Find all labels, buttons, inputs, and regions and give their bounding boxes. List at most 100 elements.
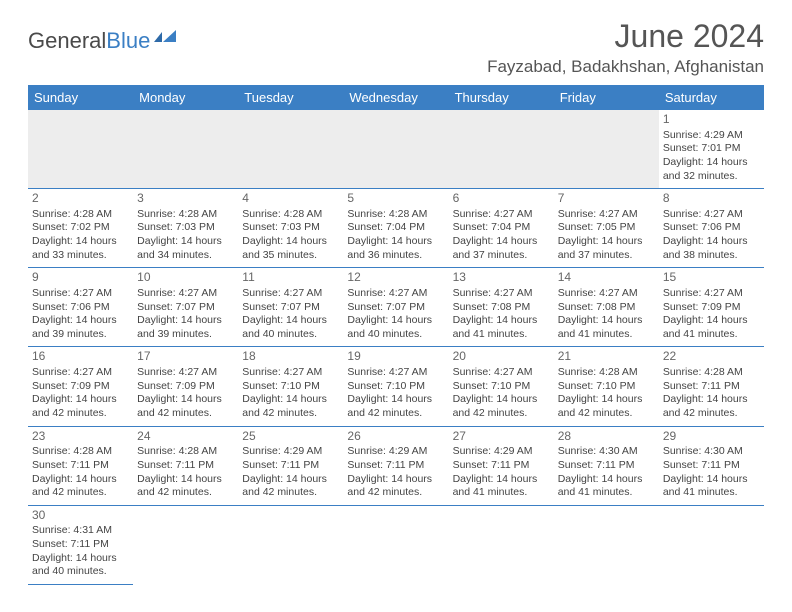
- calendar-cell: 22Sunrise: 4:28 AMSunset: 7:11 PMDayligh…: [659, 347, 764, 426]
- brand-part2: Blue: [106, 28, 150, 54]
- sunrise-line: Sunrise: 4:27 AM: [347, 287, 444, 301]
- sunset-line: Sunset: 7:07 PM: [347, 301, 444, 315]
- sunrise-line: Sunrise: 4:27 AM: [242, 366, 339, 380]
- day-header: Wednesday: [343, 85, 448, 110]
- day-number: 1: [663, 112, 760, 128]
- day-number: 22: [663, 349, 760, 365]
- sunset-line: Sunset: 7:07 PM: [242, 301, 339, 315]
- header: GeneralBlue June 2024 Fayzabad, Badakhsh…: [28, 18, 764, 77]
- calendar-cell: 18Sunrise: 4:27 AMSunset: 7:10 PMDayligh…: [238, 347, 343, 426]
- sunrise-line: Sunrise: 4:27 AM: [453, 287, 550, 301]
- day-header: Saturday: [659, 85, 764, 110]
- sunrise-line: Sunrise: 4:27 AM: [663, 287, 760, 301]
- sunset-line: Sunset: 7:06 PM: [32, 301, 129, 315]
- calendar-cell: [343, 110, 448, 189]
- calendar-cell: 3Sunrise: 4:28 AMSunset: 7:03 PMDaylight…: [133, 189, 238, 268]
- daylight-line: Daylight: 14 hours and 42 minutes.: [32, 393, 129, 420]
- calendar-cell: [133, 505, 238, 584]
- calendar-cell: [554, 505, 659, 584]
- brand-logo: GeneralBlue: [28, 28, 180, 54]
- daylight-line: Daylight: 14 hours and 38 minutes.: [663, 235, 760, 262]
- calendar-cell: 1Sunrise: 4:29 AMSunset: 7:01 PMDaylight…: [659, 110, 764, 189]
- sunset-line: Sunset: 7:11 PM: [347, 459, 444, 473]
- calendar-cell: [133, 110, 238, 189]
- day-number: 4: [242, 191, 339, 207]
- calendar-cell: 7Sunrise: 4:27 AMSunset: 7:05 PMDaylight…: [554, 189, 659, 268]
- day-number: 15: [663, 270, 760, 286]
- sunset-line: Sunset: 7:11 PM: [663, 459, 760, 473]
- daylight-line: Daylight: 14 hours and 36 minutes.: [347, 235, 444, 262]
- day-number: 2: [32, 191, 129, 207]
- day-number: 21: [558, 349, 655, 365]
- sunset-line: Sunset: 7:11 PM: [663, 380, 760, 394]
- daylight-line: Daylight: 14 hours and 41 minutes.: [558, 314, 655, 341]
- sunrise-line: Sunrise: 4:30 AM: [663, 445, 760, 459]
- calendar-week: 1Sunrise: 4:29 AMSunset: 7:01 PMDaylight…: [28, 110, 764, 189]
- calendar-cell: 24Sunrise: 4:28 AMSunset: 7:11 PMDayligh…: [133, 426, 238, 505]
- daylight-line: Daylight: 14 hours and 32 minutes.: [663, 156, 760, 183]
- daylight-line: Daylight: 14 hours and 42 minutes.: [32, 473, 129, 500]
- calendar-cell: 12Sunrise: 4:27 AMSunset: 7:07 PMDayligh…: [343, 268, 448, 347]
- day-number: 19: [347, 349, 444, 365]
- calendar-cell: 26Sunrise: 4:29 AMSunset: 7:11 PMDayligh…: [343, 426, 448, 505]
- daylight-line: Daylight: 14 hours and 42 minutes.: [558, 393, 655, 420]
- calendar-cell: 2Sunrise: 4:28 AMSunset: 7:02 PMDaylight…: [28, 189, 133, 268]
- calendar-cell: 8Sunrise: 4:27 AMSunset: 7:06 PMDaylight…: [659, 189, 764, 268]
- calendar-table: SundayMondayTuesdayWednesdayThursdayFrid…: [28, 85, 764, 585]
- sunrise-line: Sunrise: 4:29 AM: [663, 129, 760, 143]
- calendar-cell: 6Sunrise: 4:27 AMSunset: 7:04 PMDaylight…: [449, 189, 554, 268]
- daylight-line: Daylight: 14 hours and 41 minutes.: [663, 314, 760, 341]
- sunset-line: Sunset: 7:04 PM: [347, 221, 444, 235]
- sunset-line: Sunset: 7:07 PM: [137, 301, 234, 315]
- calendar-cell: [659, 505, 764, 584]
- daylight-line: Daylight: 14 hours and 35 minutes.: [242, 235, 339, 262]
- day-number: 3: [137, 191, 234, 207]
- calendar-cell: 23Sunrise: 4:28 AMSunset: 7:11 PMDayligh…: [28, 426, 133, 505]
- calendar-cell: 21Sunrise: 4:28 AMSunset: 7:10 PMDayligh…: [554, 347, 659, 426]
- calendar-cell: [28, 110, 133, 189]
- sunset-line: Sunset: 7:10 PM: [347, 380, 444, 394]
- sunrise-line: Sunrise: 4:27 AM: [453, 366, 550, 380]
- daylight-line: Daylight: 14 hours and 34 minutes.: [137, 235, 234, 262]
- sunset-line: Sunset: 7:11 PM: [242, 459, 339, 473]
- calendar-cell: 15Sunrise: 4:27 AMSunset: 7:09 PMDayligh…: [659, 268, 764, 347]
- sunrise-line: Sunrise: 4:27 AM: [558, 287, 655, 301]
- day-number: 11: [242, 270, 339, 286]
- sunset-line: Sunset: 7:11 PM: [32, 538, 129, 552]
- sunrise-line: Sunrise: 4:28 AM: [347, 208, 444, 222]
- calendar-cell: 14Sunrise: 4:27 AMSunset: 7:08 PMDayligh…: [554, 268, 659, 347]
- sunrise-line: Sunrise: 4:27 AM: [137, 287, 234, 301]
- calendar-body: 1Sunrise: 4:29 AMSunset: 7:01 PMDaylight…: [28, 110, 764, 584]
- daylight-line: Daylight: 14 hours and 42 minutes.: [242, 393, 339, 420]
- sunrise-line: Sunrise: 4:27 AM: [347, 366, 444, 380]
- sunrise-line: Sunrise: 4:27 AM: [453, 208, 550, 222]
- daylight-line: Daylight: 14 hours and 42 minutes.: [137, 393, 234, 420]
- sunrise-line: Sunrise: 4:31 AM: [32, 524, 129, 538]
- sunrise-line: Sunrise: 4:27 AM: [32, 366, 129, 380]
- sunset-line: Sunset: 7:05 PM: [558, 221, 655, 235]
- day-number: 13: [453, 270, 550, 286]
- day-number: 27: [453, 429, 550, 445]
- day-number: 29: [663, 429, 760, 445]
- calendar-cell: 25Sunrise: 4:29 AMSunset: 7:11 PMDayligh…: [238, 426, 343, 505]
- calendar-cell: 29Sunrise: 4:30 AMSunset: 7:11 PMDayligh…: [659, 426, 764, 505]
- sunrise-line: Sunrise: 4:27 AM: [663, 208, 760, 222]
- day-header: Thursday: [449, 85, 554, 110]
- day-header: Sunday: [28, 85, 133, 110]
- daylight-line: Daylight: 14 hours and 33 minutes.: [32, 235, 129, 262]
- day-number: 12: [347, 270, 444, 286]
- day-number: 10: [137, 270, 234, 286]
- sunrise-line: Sunrise: 4:28 AM: [137, 208, 234, 222]
- day-number: 5: [347, 191, 444, 207]
- sunrise-line: Sunrise: 4:27 AM: [32, 287, 129, 301]
- month-title: June 2024: [487, 18, 764, 55]
- sunset-line: Sunset: 7:01 PM: [663, 142, 760, 156]
- sunrise-line: Sunrise: 4:28 AM: [242, 208, 339, 222]
- daylight-line: Daylight: 14 hours and 40 minutes.: [347, 314, 444, 341]
- sunrise-line: Sunrise: 4:29 AM: [453, 445, 550, 459]
- calendar-cell: [449, 110, 554, 189]
- calendar-cell: [238, 110, 343, 189]
- daylight-line: Daylight: 14 hours and 41 minutes.: [453, 473, 550, 500]
- daylight-line: Daylight: 14 hours and 42 minutes.: [347, 393, 444, 420]
- daylight-line: Daylight: 14 hours and 42 minutes.: [663, 393, 760, 420]
